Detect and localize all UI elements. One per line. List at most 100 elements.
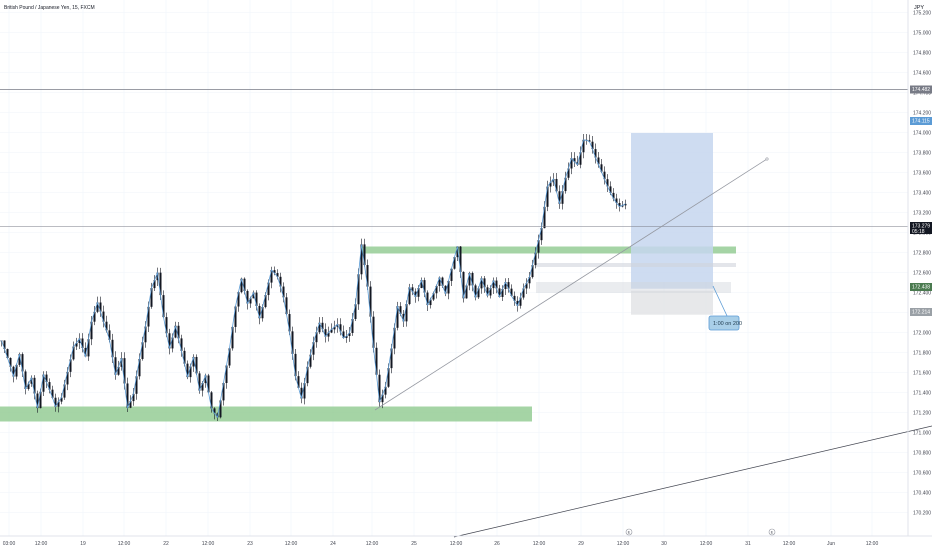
candle-body (126, 383, 129, 408)
candle-body (408, 287, 411, 305)
y-tick-label: 172.600 (913, 270, 931, 276)
candle-body (339, 324, 342, 332)
x-tick-label: 24 (330, 541, 336, 547)
y-tick-label: 174.000 (913, 130, 931, 136)
candle-body (561, 191, 564, 204)
candle-body (498, 288, 501, 297)
last-price-tag-text: 173.279 (912, 224, 930, 230)
candle-body (435, 285, 438, 294)
candle-body (228, 348, 231, 366)
support-zone[interactable] (0, 406, 532, 422)
candle-body (141, 342, 144, 359)
currency-label: JPY (914, 5, 924, 11)
candle-body (273, 270, 276, 274)
candle-body (114, 357, 117, 375)
candle-body (243, 278, 246, 291)
candle-body (24, 371, 27, 389)
candle-body (285, 297, 288, 315)
support-zone[interactable] (362, 246, 736, 254)
candle-body (162, 295, 165, 318)
trendline-lower[interactable] (453, 425, 932, 538)
candle-body (165, 317, 168, 334)
candle-body (477, 288, 480, 298)
candle-body (384, 386, 387, 395)
event-label: E (628, 530, 631, 535)
candle-body (261, 307, 264, 319)
trendline-upper[interactable] (374, 158, 768, 411)
y-tick-label: 171.800 (913, 350, 931, 356)
x-tick-label: 03:00 (3, 541, 16, 547)
y-tick-label: 175.000 (913, 30, 931, 36)
y-tick-label: 173.800 (913, 150, 931, 156)
price-axis[interactable]: 175.200175.000174.800174.600174.400174.2… (913, 10, 931, 516)
candle-body (600, 164, 603, 172)
candle-body (255, 292, 258, 306)
last-price-tag-countdown: 05:18 (912, 229, 925, 235)
y-tick-label: 174.200 (913, 110, 931, 116)
candle-body (180, 338, 183, 351)
candle-body (33, 377, 36, 394)
candle-body (324, 329, 327, 337)
stop-tag-bg (910, 308, 932, 316)
candle-body (555, 178, 558, 192)
candle-body (363, 244, 366, 266)
candle-body (219, 400, 222, 418)
candle-body (63, 384, 66, 398)
candle-body (393, 327, 396, 349)
callout-text: 1:00 on 200 (713, 321, 742, 327)
y-tick-label: 172.000 (913, 330, 931, 336)
candle-body (381, 394, 384, 403)
candle-body (405, 304, 408, 322)
candle-body (342, 331, 345, 338)
candle-body (291, 331, 294, 354)
candle-body (399, 306, 402, 314)
event-marker-1[interactable]: E (625, 528, 633, 536)
candle-body (237, 292, 240, 307)
candle-body (366, 265, 369, 287)
candle-body (588, 140, 591, 142)
plot-layer (0, 133, 627, 422)
candle-body (147, 306, 150, 327)
candle-body (213, 408, 216, 414)
trendline-handle[interactable] (765, 157, 769, 161)
candle-body (168, 333, 171, 349)
candle-body (18, 354, 21, 365)
candle-body (447, 280, 450, 294)
stop-box[interactable] (631, 290, 713, 315)
candle-body (297, 376, 300, 388)
candle-body (3, 340, 6, 350)
candle-body (483, 278, 486, 288)
horizontal-line-tag: 174.482 (910, 85, 932, 94)
y-tick-label: 170.600 (913, 470, 931, 476)
y-tick-label: 170.200 (913, 510, 931, 516)
position-callout[interactable]: 1:00 on 200 (708, 285, 742, 331)
candle-body (438, 277, 441, 286)
candle-body (249, 298, 252, 304)
candle-body (27, 383, 30, 389)
x-tick-label: 12:00 (866, 541, 879, 547)
candle-body (108, 330, 111, 340)
candle-body (231, 326, 234, 349)
candle-body (57, 401, 60, 407)
candle-body (396, 306, 399, 328)
candle-body (189, 366, 192, 378)
candle-body (480, 278, 483, 289)
entry-tag-text: 172.438 (912, 285, 930, 291)
candle-body (54, 397, 57, 407)
candle-body (240, 278, 243, 293)
candle-body (84, 347, 87, 357)
candle-body (93, 311, 96, 322)
candle-body (471, 272, 474, 286)
candle-body (75, 343, 78, 347)
candle-body (288, 314, 291, 332)
y-tick-label: 172.400 (913, 290, 931, 296)
event-marker-2[interactable]: E (768, 528, 776, 536)
candle-body (426, 292, 429, 306)
x-tick-label: 12:00 (285, 541, 298, 547)
candle-body (330, 329, 333, 333)
time-axis[interactable]: 03:00 12:00 19 12:00 22 12:00 23 12:00 24 12:00 25… (3, 541, 879, 547)
target-box[interactable] (631, 133, 713, 289)
